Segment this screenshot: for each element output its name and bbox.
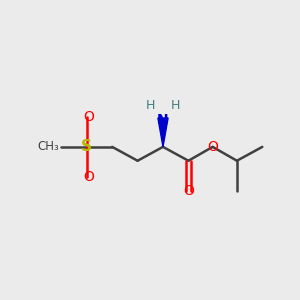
Polygon shape [158,118,168,147]
Text: O: O [183,184,194,198]
Text: H: H [171,99,180,112]
Text: O: O [207,140,218,154]
Text: N: N [157,113,169,127]
Text: H: H [146,99,155,112]
Text: CH₃: CH₃ [38,140,59,153]
Text: O: O [84,110,94,124]
Text: O: O [84,170,94,184]
Text: S: S [81,140,92,154]
